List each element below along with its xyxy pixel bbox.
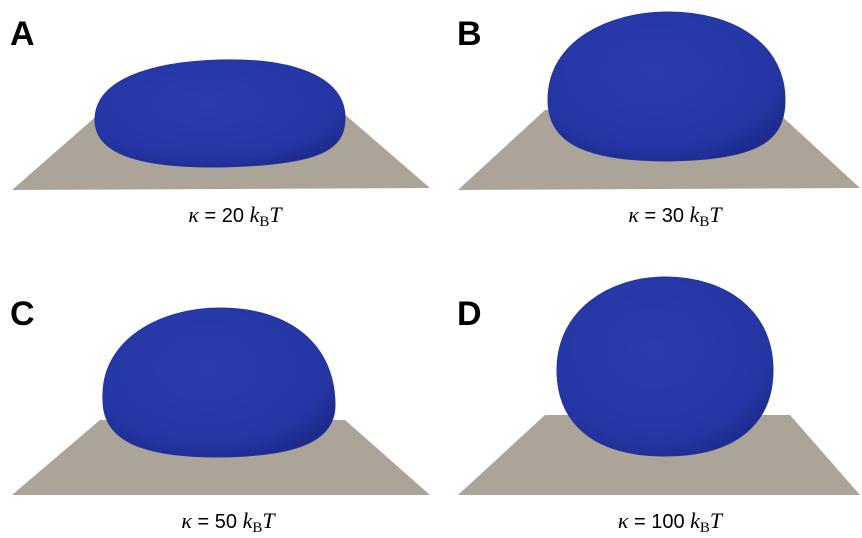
symbol: κ	[628, 202, 639, 227]
vesicle	[557, 277, 773, 456]
panel-label: C	[10, 295, 35, 333]
unit-subscript: B	[699, 214, 709, 230]
symbol: κ	[188, 202, 199, 227]
equals: =	[198, 511, 210, 533]
symbol: κ	[181, 508, 192, 533]
panel-c: C κ = 50 kBT	[10, 295, 430, 536]
value: 20	[222, 205, 244, 227]
panel-b: B κ = 30 kBT	[457, 12, 860, 230]
caption: κ = 50 kBT	[181, 508, 276, 536]
unit-tail: T	[710, 508, 724, 533]
unit-tail: T	[709, 202, 723, 227]
unit-subscript: B	[700, 520, 710, 536]
equals: =	[634, 511, 646, 533]
panel-a: A κ = 20 kBT	[10, 15, 430, 230]
vesicle	[103, 308, 335, 457]
vesicle	[95, 60, 345, 167]
unit-tail: T	[269, 202, 283, 227]
panel-label: D	[457, 295, 482, 333]
equals: =	[645, 205, 657, 227]
symbol: κ	[618, 508, 629, 533]
caption: κ = 30 kBT	[628, 202, 723, 230]
panel-d: D κ = 100 kBT	[457, 277, 860, 536]
value: 30	[662, 205, 684, 227]
panel-label: B	[457, 15, 482, 53]
unit-tail: T	[262, 508, 276, 533]
caption: κ = 20 kBT	[188, 202, 283, 230]
value: 50	[215, 511, 237, 533]
equals: =	[205, 205, 217, 227]
unit-subscript: B	[259, 214, 269, 230]
vesicle	[548, 12, 785, 161]
unit-subscript: B	[252, 520, 262, 536]
panel-label: A	[10, 15, 35, 53]
value: 100	[651, 511, 684, 533]
figure: A κ = 20 kBT B κ = 30 kBT C κ = 50 kBT D…	[0, 0, 862, 538]
caption: κ = 100 kBT	[618, 508, 724, 536]
